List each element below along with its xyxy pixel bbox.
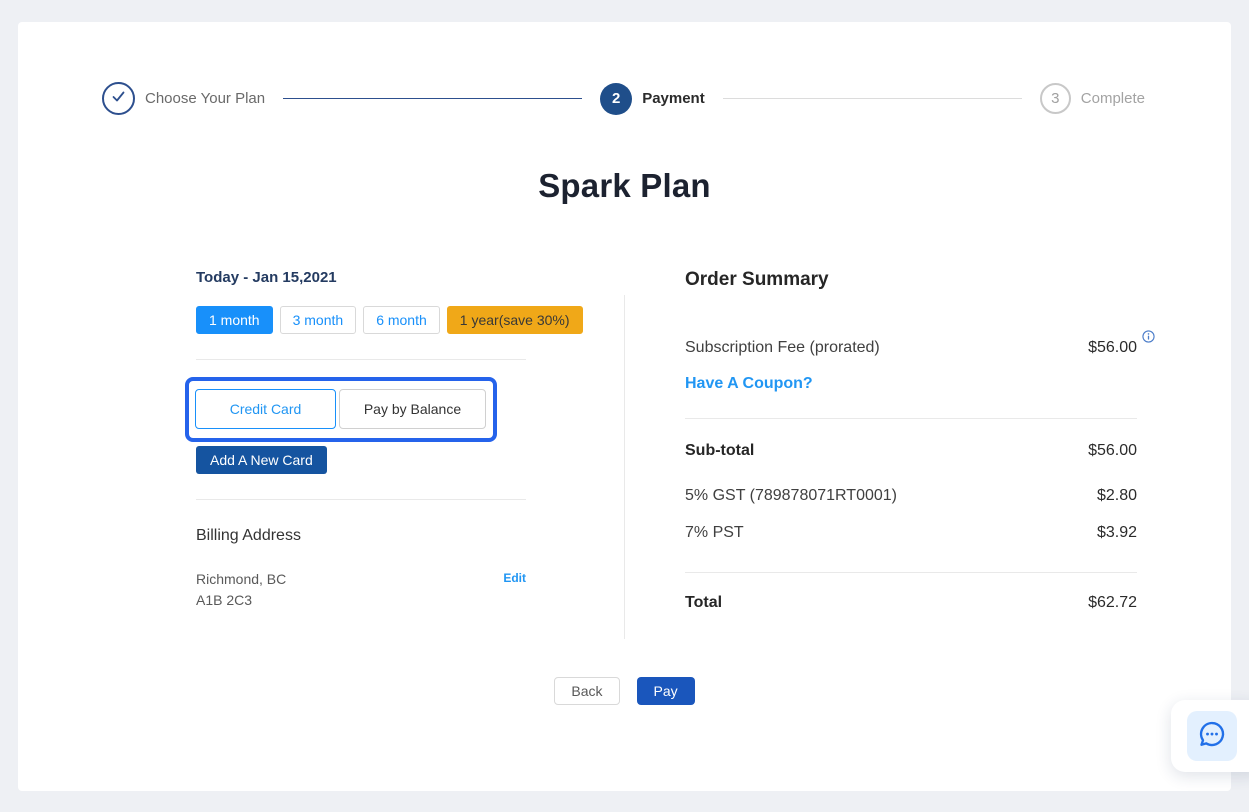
back-button[interactable]: Back [554, 677, 620, 705]
subscription-fee-row: Subscription Fee (prorated) $56.00 [685, 330, 1155, 357]
duration-button-3-month[interactable]: 3 month [279, 306, 357, 334]
step-label: Complete [1080, 90, 1145, 107]
order-summary-column: Order Summary Subscription Fee (prorated… [685, 269, 1155, 612]
divider [685, 572, 1137, 573]
have-a-coupon-link[interactable]: Have A Coupon? [685, 375, 813, 392]
step-choose-plan: Choose Your Plan [102, 82, 265, 115]
edit-billing-link[interactable]: Edit [503, 571, 526, 585]
stepper-connector-done [283, 97, 583, 100]
checkout-stepper: Choose Your Plan 2 Payment 3 Complete [102, 82, 1145, 115]
duration-button-1-year[interactable]: 1 year(save 30%) [446, 306, 583, 334]
step-label: Choose Your Plan [145, 90, 266, 107]
chat-widget [1171, 700, 1249, 772]
step-payment: 2 Payment [600, 82, 705, 115]
gst-label: 5% GST (789878071RT0001) [685, 487, 897, 504]
billing-date-label: Today - Jan 15,2021 [196, 269, 337, 286]
pay-by-balance-tab[interactable]: Pay by Balance [339, 389, 486, 429]
payment-method-highlight-box: Credit Card Pay by Balance [185, 377, 497, 442]
step-number-circle: 2 [600, 82, 633, 115]
check-icon [110, 88, 127, 110]
billing-address-line1: Richmond, BC [196, 571, 287, 587]
pst-amount: $3.92 [1096, 524, 1137, 541]
billing-address-line2: A1B 2C3 [196, 592, 253, 608]
divider [196, 499, 526, 500]
gst-amount: $2.80 [1096, 487, 1137, 504]
page-title: Spark Plan [538, 167, 711, 204]
billing-address-block: Richmond, BC A1B 2C3 Edit [196, 569, 526, 611]
subscription-fee-label: Subscription Fee (prorated) [685, 339, 880, 356]
divider [196, 359, 526, 360]
stepper-connector-pending [722, 97, 1022, 100]
step-number: 3 [1051, 90, 1060, 107]
total-label: Total [685, 594, 723, 611]
plan-payment-column: Today - Jan 15,2021 1 month 3 month 6 mo… [185, 269, 583, 611]
divider [685, 418, 1137, 419]
pay-button[interactable]: Pay [636, 677, 695, 705]
duration-selector: 1 month 3 month 6 month 1 year(save 30%) [196, 306, 583, 334]
pst-row: 7% PST $3.92 [685, 524, 1137, 542]
total-amount: $62.72 [1088, 594, 1137, 611]
step-number: 2 [612, 90, 621, 107]
billing-address-title: Billing Address [196, 527, 301, 544]
add-new-card-button[interactable]: Add A New Card [196, 446, 327, 474]
order-summary-title: Order Summary [685, 269, 829, 290]
pst-label: 7% PST [685, 524, 744, 541]
chat-launcher-button[interactable] [1187, 711, 1237, 761]
info-icon[interactable] [1142, 330, 1155, 343]
step-label: Payment [642, 90, 705, 107]
subtotal-amount: $56.00 [1088, 442, 1137, 459]
billing-address-lines: Richmond, BC A1B 2C3 [196, 569, 286, 611]
subscription-fee-amount: $56.00 [1088, 330, 1155, 357]
coupon-row: Have A Coupon? [685, 375, 1137, 393]
column-divider [624, 295, 625, 639]
content-columns: Today - Jan 15,2021 1 month 3 month 6 mo… [18, 269, 1231, 639]
gst-row: 5% GST (789878071RT0001) $2.80 [685, 487, 1137, 505]
step-complete-circle [102, 82, 135, 115]
footer-actions: Back Pay [18, 677, 1231, 705]
duration-button-1-month[interactable]: 1 month [196, 306, 273, 334]
step-number-circle: 3 [1039, 83, 1071, 114]
checkout-card: Choose Your Plan 2 Payment 3 Complete Sp… [18, 22, 1231, 791]
subtotal-label: Sub-total [685, 442, 755, 459]
total-row: Total $62.72 [685, 594, 1137, 612]
step-complete: 3 Complete [1039, 83, 1145, 114]
duration-button-6-month[interactable]: 6 month [363, 306, 440, 334]
chat-bubble-icon [1197, 719, 1227, 754]
subtotal-row: Sub-total $56.00 [685, 442, 1137, 460]
credit-card-tab[interactable]: Credit Card [195, 389, 336, 429]
